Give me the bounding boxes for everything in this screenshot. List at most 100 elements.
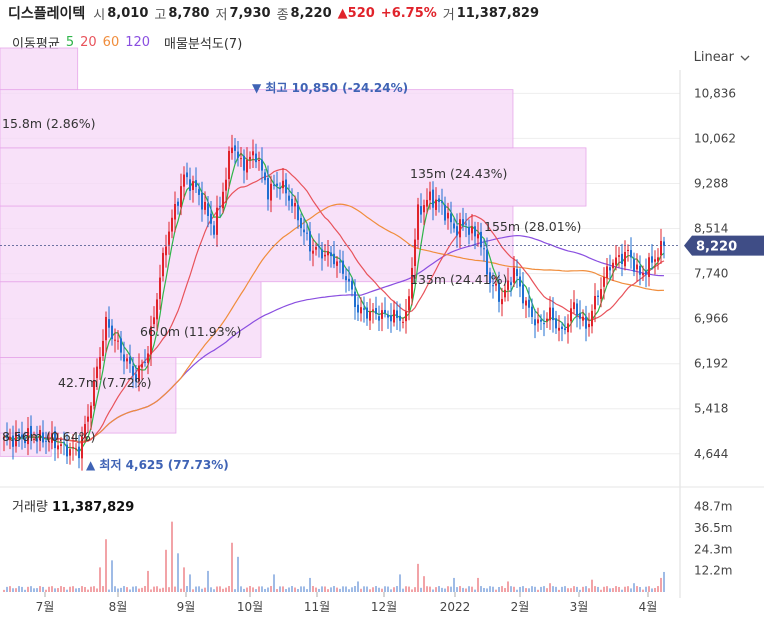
candle-body — [333, 253, 335, 265]
candle-body — [591, 310, 593, 327]
volume-tick-label: 48.7m — [694, 499, 732, 513]
candle-body — [24, 438, 26, 444]
candle-body — [639, 265, 641, 275]
candle-body — [486, 249, 488, 275]
volume-bar — [336, 587, 338, 592]
volume-bar — [279, 586, 281, 592]
volume-bar — [126, 587, 128, 592]
volume-bar — [192, 589, 194, 592]
y-tick-label: 10,836 — [694, 86, 736, 100]
volume-bar — [21, 586, 23, 592]
x-tick-label: 4월 — [639, 600, 658, 614]
candle-body — [9, 436, 11, 441]
candle-body — [504, 289, 506, 298]
x-tick-label: 2022 — [440, 600, 471, 614]
volume-profile-label: 42.7m (7.72%) — [58, 375, 151, 390]
volume-bar — [543, 586, 545, 592]
volume-bar — [87, 589, 89, 592]
volume-profile-bar — [0, 89, 514, 149]
volume-bar — [201, 588, 203, 592]
y-tick-label: 7,740 — [694, 267, 728, 281]
volume-profile-label: 66.0m (11.93%) — [140, 324, 241, 339]
volume-bar — [135, 586, 137, 592]
candle-body — [351, 280, 353, 290]
y-tick-label: 6,966 — [694, 312, 728, 326]
ma-5-label: 5 — [65, 34, 75, 50]
volume-bar — [459, 586, 461, 592]
volume-bar — [81, 586, 83, 592]
volume-bar — [474, 589, 476, 592]
candle-body — [72, 447, 74, 449]
volume-bar — [480, 586, 482, 592]
volume-bar — [12, 588, 14, 592]
candle-body — [393, 309, 395, 323]
candle-body — [354, 291, 356, 307]
volume-bar — [48, 586, 50, 592]
candle-body — [501, 299, 503, 305]
volume-bar — [630, 588, 632, 592]
y-tick-label: 8,514 — [694, 222, 728, 236]
candle-body — [255, 153, 257, 163]
candle-body — [315, 247, 317, 250]
candle-body — [318, 246, 320, 248]
volume-bar — [141, 587, 143, 592]
scale-toggle-button[interactable]: Linear — [694, 50, 750, 65]
y-tick-label: 10,062 — [694, 131, 736, 145]
candle-body — [372, 309, 374, 311]
candle-body — [207, 203, 209, 216]
volume-bar — [468, 586, 470, 592]
volume-bar — [225, 587, 227, 592]
volume-bar — [183, 567, 185, 592]
candle-body — [243, 155, 245, 171]
candle-body — [600, 289, 602, 299]
candle-body — [279, 187, 281, 189]
volume-bar — [396, 586, 398, 592]
close-label: 종 — [276, 7, 289, 23]
open-value: 8,010 — [107, 5, 149, 21]
candle-body — [246, 159, 248, 173]
volume-bar — [45, 589, 47, 592]
volume-bar — [195, 586, 197, 592]
volume-bar — [168, 587, 170, 592]
volume-bar — [333, 586, 335, 592]
volume-bar — [198, 586, 200, 592]
volume-bar — [42, 586, 44, 592]
candle-body — [93, 379, 95, 406]
candle-body — [525, 300, 527, 306]
candle-body — [210, 213, 212, 224]
volume-bar — [15, 588, 17, 592]
candle-body — [270, 183, 272, 201]
volume-bar — [258, 586, 260, 592]
candle-body — [615, 257, 617, 265]
volume-bar — [120, 587, 122, 592]
volume-bar — [111, 560, 113, 592]
y-tick-label: 9,288 — [694, 176, 728, 190]
volume-bar — [66, 589, 68, 592]
candle-body — [546, 318, 548, 321]
candle-body — [66, 444, 68, 457]
candle-body — [657, 257, 659, 262]
candle-body — [492, 285, 494, 287]
volume-bar — [186, 586, 188, 592]
candle-body — [345, 276, 347, 281]
volume-bar — [297, 588, 299, 592]
candle-body — [264, 172, 266, 181]
candle-body — [480, 231, 482, 248]
candle-body — [477, 234, 479, 239]
volume-bar — [324, 586, 326, 592]
volume-bar — [348, 589, 350, 592]
candle-body — [105, 316, 107, 341]
y-tick-label: 4,644 — [694, 447, 728, 461]
x-tick-label: 11월 — [304, 600, 330, 614]
volume-bar — [237, 556, 239, 592]
volume-bar — [315, 587, 317, 592]
candle-body — [213, 225, 215, 235]
candle-body — [660, 241, 662, 256]
ma-60-label: 60 — [102, 34, 120, 50]
candle-body — [540, 319, 542, 322]
candle-body — [495, 283, 497, 286]
volume-bar — [288, 587, 290, 592]
volume-bar — [498, 586, 500, 592]
candle-body — [396, 310, 398, 318]
